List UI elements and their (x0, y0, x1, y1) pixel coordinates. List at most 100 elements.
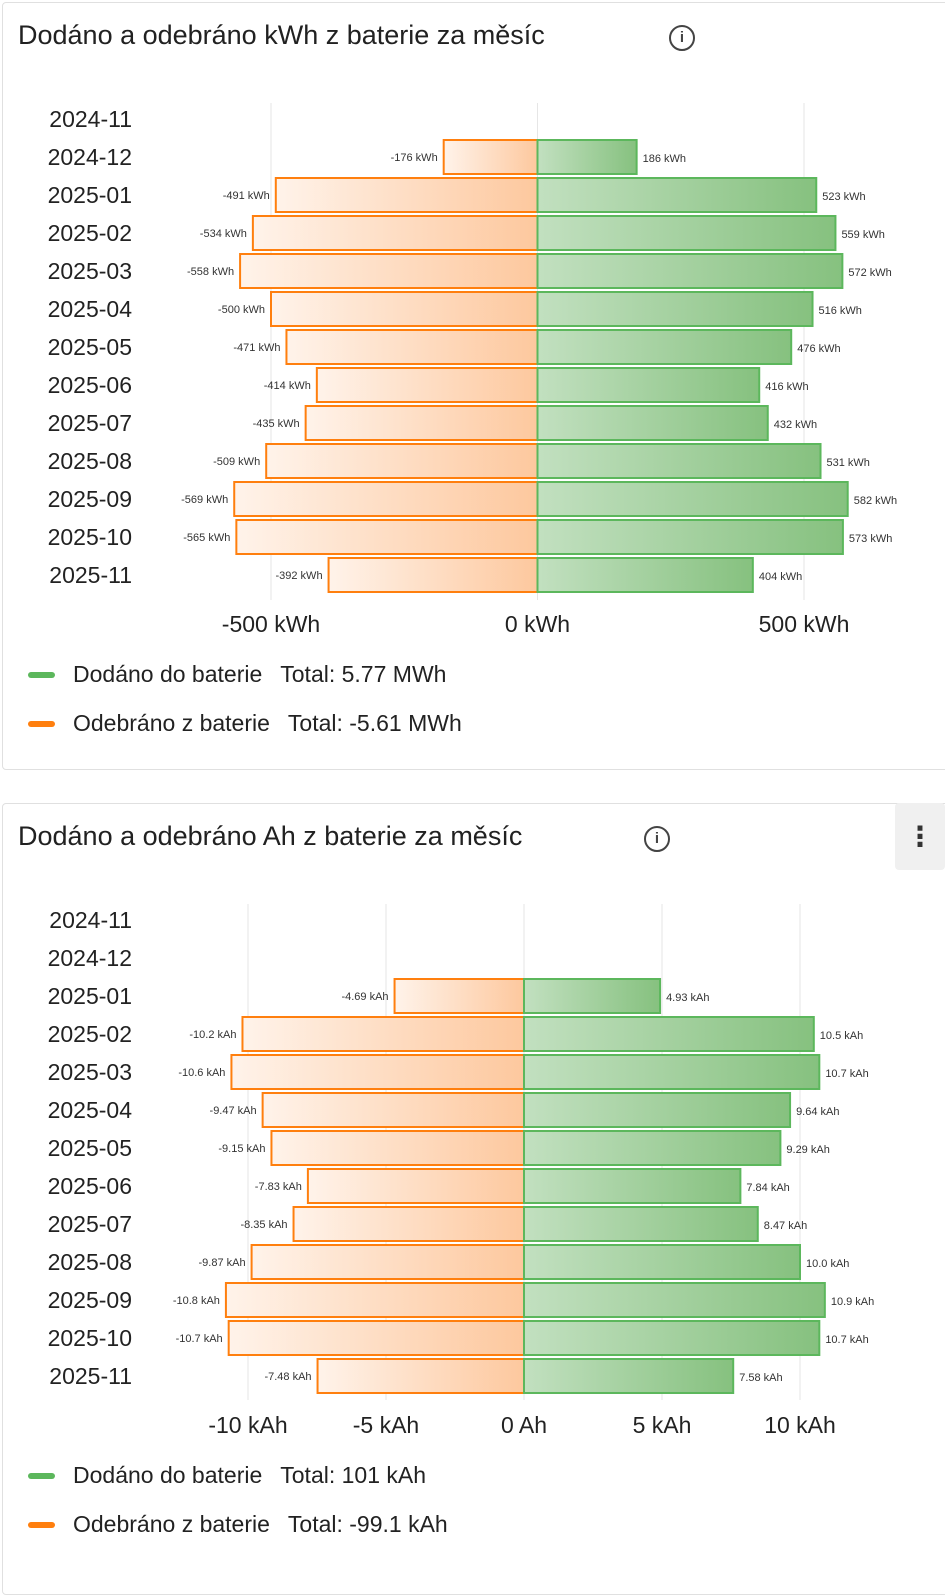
data-label: -558 kWh (187, 266, 234, 278)
data-label: 432 kWh (774, 419, 817, 431)
data-label: -491 kWh (223, 190, 270, 202)
legend-total: Total: 5.77 MWh (280, 661, 447, 687)
data-label: 10.7 kAh (825, 1068, 868, 1080)
bar-charged (523, 1054, 821, 1090)
bar-discharged (227, 1320, 525, 1356)
y-tick-label: 2024-12 (48, 945, 132, 971)
bar-charged (523, 1320, 821, 1356)
y-tick-label: 2025-10 (48, 524, 132, 550)
bar-charged (536, 367, 761, 403)
bar-discharged (233, 481, 539, 517)
data-label: -500 kWh (218, 304, 265, 316)
kwh-legend: Dodáno do baterie Total: 5.77 MWh Odebrán… (28, 650, 462, 748)
bar-discharged (306, 1168, 525, 1204)
y-tick-label: 2025-06 (48, 372, 132, 398)
bar-discharged (224, 1282, 525, 1318)
data-label: 8.47 kAh (764, 1220, 807, 1232)
kwh-bar-chart: -500 kWh 0 kWh 500 kWh 2024-11 2024-12 -176 k… (48, 103, 897, 637)
bar-discharged (261, 1092, 525, 1128)
legend-swatch (28, 1521, 55, 1528)
data-label: -176 kWh (391, 152, 438, 164)
x-tick-label: 5 kAh (633, 1412, 692, 1438)
bar-charged (523, 1282, 826, 1318)
y-tick-label: 2025-07 (48, 1211, 132, 1237)
bar-charged (523, 1206, 759, 1242)
data-label: -509 kWh (213, 456, 260, 468)
x-tick-label: -5 kAh (353, 1412, 419, 1438)
y-tick-label: 2024-11 (49, 106, 132, 132)
legend-item-charged[interactable]: Dodáno do baterie Total: 5.77 MWh (28, 650, 462, 699)
bar-charged (536, 405, 769, 441)
info-circle-icon[interactable]: i (669, 25, 695, 51)
kwh-chart-title: Dodáno a odebráno kWh z baterie za měsíc (18, 20, 545, 50)
bar-charged (523, 1130, 782, 1166)
data-label: 523 kWh (822, 191, 865, 203)
bar-charged (523, 1358, 735, 1394)
bar-discharged (270, 1130, 525, 1166)
bar-discharged (285, 329, 539, 365)
legend-swatch (28, 720, 55, 727)
bar-charged (536, 291, 814, 327)
data-label: -10.7 kAh (176, 1333, 223, 1345)
ah-bar-chart: -10 kAh -5 kAh 0 Ah 5 kAh 10 kAh 2024-11 2024-… (48, 904, 874, 1438)
data-label: -9.87 kAh (198, 1257, 245, 1269)
bar-discharged (315, 367, 539, 403)
bar-charged (536, 443, 822, 479)
x-tick-label: -500 kWh (222, 611, 320, 637)
data-label: -392 kWh (275, 570, 322, 582)
y-tick-label: 2025-04 (48, 296, 133, 322)
bar-discharged (274, 177, 539, 213)
x-tick-label: 0 kWh (505, 611, 570, 637)
more-vertical-icon[interactable]: ⋮ (895, 803, 945, 870)
data-label: 186 kWh (643, 153, 686, 165)
legend-item-charged[interactable]: Dodáno do baterie Total: 101 kAh (28, 1451, 448, 1500)
y-tick-label: 2025-02 (48, 220, 132, 246)
bar-charged (536, 329, 793, 365)
data-label: 9.64 kAh (796, 1106, 839, 1118)
bar-charged (523, 1168, 742, 1204)
bar-charged (536, 139, 638, 175)
data-label: -534 kWh (200, 228, 247, 240)
bar-discharged (304, 405, 539, 441)
y-tick-label: 2025-03 (48, 258, 132, 284)
x-tick-label: 0 Ah (501, 1412, 547, 1438)
legend-label: Dodáno do baterie (73, 661, 263, 687)
y-tick-label: 2025-09 (48, 486, 132, 512)
y-tick-label: 2024-12 (48, 144, 132, 170)
y-tick-label: 2025-06 (48, 1173, 132, 1199)
legend-label: Odebráno z baterie (73, 710, 270, 736)
data-label: -10.2 kAh (189, 1029, 236, 1041)
data-label: 10.5 kAh (820, 1030, 863, 1042)
data-label: -435 kWh (253, 418, 300, 430)
data-label: 572 kWh (848, 267, 891, 279)
bar-charged (536, 177, 818, 213)
bar-charged (523, 1244, 801, 1280)
bar-charged (536, 557, 754, 593)
y-tick-label: 2025-08 (48, 448, 132, 474)
y-tick-label: 2025-02 (48, 1021, 132, 1047)
bar-charged (523, 978, 662, 1014)
y-tick-label: 2025-03 (48, 1059, 132, 1085)
legend-swatch (28, 1472, 55, 1479)
y-tick-label: 2025-08 (48, 1249, 132, 1275)
y-tick-label: 2025-05 (48, 334, 132, 360)
info-circle-icon[interactable]: i (644, 826, 670, 852)
legend-item-discharged[interactable]: Odebráno z baterie Total: -99.1 kAh (28, 1500, 448, 1549)
legend-label: Odebráno z baterie (73, 1511, 270, 1537)
y-tick-label: 2024-11 (49, 907, 132, 933)
data-label: 559 kWh (841, 229, 884, 241)
bar-discharged (230, 1054, 525, 1090)
legend-item-discharged[interactable]: Odebráno z baterie Total: -5.61 MWh (28, 699, 462, 748)
bar-discharged (292, 1206, 526, 1242)
ah-chart-title: Dodáno a odebráno Ah z baterie za měsíc (18, 821, 523, 851)
x-tick-label: 10 kAh (764, 1412, 836, 1438)
bar-charged (536, 253, 844, 289)
data-label: -7.48 kAh (264, 1371, 311, 1383)
data-label: 10.0 kAh (806, 1258, 849, 1270)
data-label: -10.6 kAh (178, 1067, 225, 1079)
data-label: 476 kWh (797, 343, 840, 355)
data-label: -569 kWh (181, 494, 228, 506)
bar-discharged (316, 1358, 525, 1394)
data-label: -9.15 kAh (218, 1143, 265, 1155)
bar-discharged (393, 978, 525, 1014)
